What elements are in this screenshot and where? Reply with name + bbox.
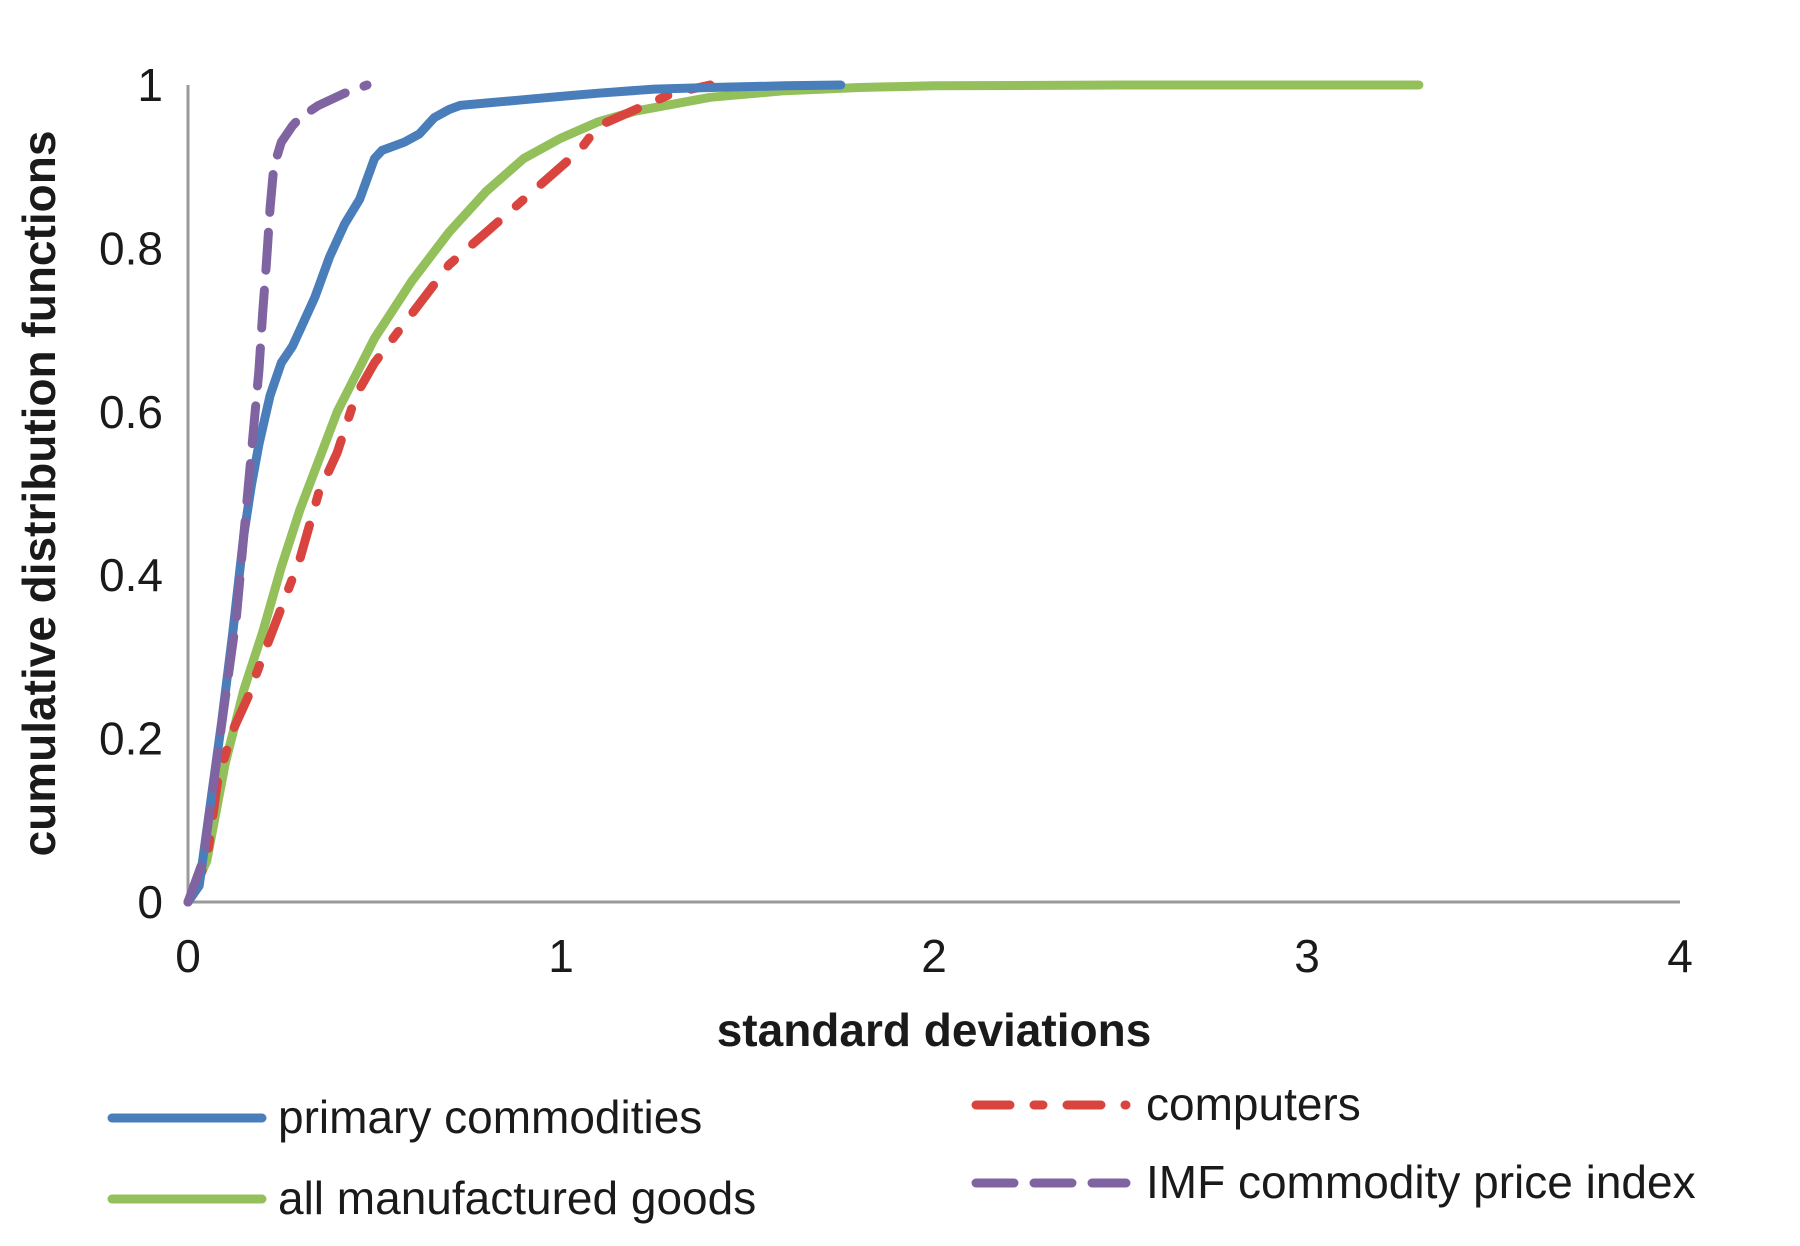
legend-label-imf-commodity-price-index: IMF commodity price index — [1146, 1156, 1696, 1208]
x-tick-label: 4 — [1667, 930, 1693, 982]
axes — [186, 85, 1680, 904]
y-tick-label: 0 — [137, 876, 163, 928]
series-line-imf-commodity-price-index — [183, 80, 372, 907]
legend-label-all-manufactured-goods: all manufactured goods — [278, 1172, 756, 1224]
x-tick-label: 2 — [921, 930, 947, 982]
x-tick-label: 1 — [548, 930, 574, 982]
y-tick-labels: 0 0.2 0.4 0.6 0.8 1 — [99, 59, 163, 928]
y-tick-label: 0.2 — [99, 713, 163, 765]
x-axis-title: standard deviations — [717, 1004, 1152, 1056]
legend-label-computers: computers — [1146, 1078, 1361, 1130]
series-line-all-manufactured-goods — [183, 80, 1424, 907]
legend-item-imf-commodity-price-index: IMF commodity price index — [971, 1156, 1696, 1208]
y-axis-title: cumulative distribution functions — [13, 131, 65, 857]
series-line-computers — [183, 80, 715, 907]
legend-label-primary-commodities: primary commodities — [278, 1091, 702, 1143]
legend-item-primary-commodities: primary commodities — [107, 1091, 702, 1143]
y-tick-label: 0.8 — [99, 222, 163, 274]
x-tick-label: 3 — [1294, 930, 1320, 982]
legend: primary commodities computers all manufa… — [107, 1078, 1696, 1224]
y-tick-label: 1 — [137, 59, 163, 111]
x-tick-label: 0 — [175, 930, 201, 982]
series-lines — [183, 80, 1424, 907]
x-tick-labels: 0 1 2 3 4 — [175, 930, 1693, 982]
y-tick-label: 0.4 — [99, 549, 163, 601]
legend-item-all-manufactured-goods: all manufactured goods — [107, 1172, 756, 1224]
legend-item-computers: computers — [971, 1078, 1361, 1130]
y-tick-label: 0.6 — [99, 386, 163, 438]
